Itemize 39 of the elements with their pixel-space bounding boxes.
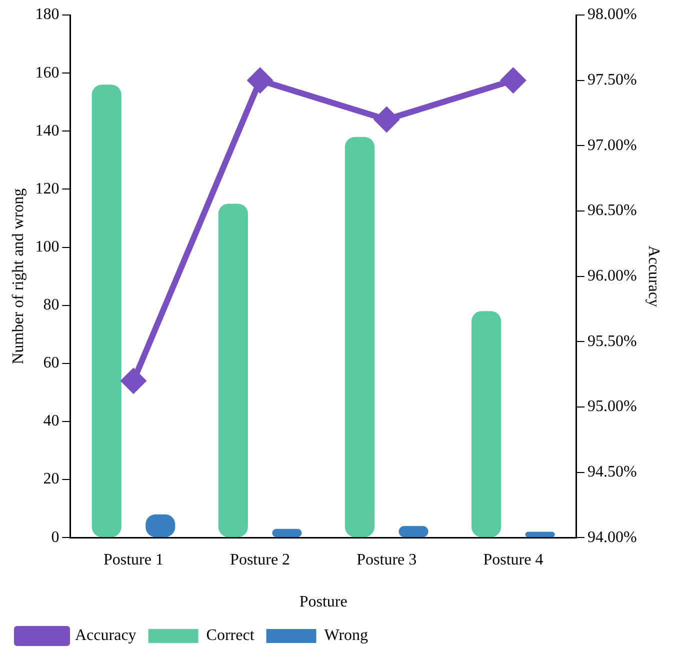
bar	[272, 528, 302, 538]
y2-tick-label: 94.00%	[587, 528, 637, 546]
y-tick-label: 140	[35, 122, 60, 140]
bar	[472, 311, 502, 538]
y-tick-label: 180	[35, 6, 60, 24]
x-axis-title: Posture	[299, 594, 348, 611]
y-tick-label: 0	[51, 528, 60, 546]
legend-label: Correct	[206, 627, 255, 644]
legend-label: Wrong	[324, 627, 368, 644]
point	[501, 68, 526, 92]
bar	[344, 136, 375, 538]
point	[374, 108, 399, 132]
point	[248, 68, 272, 92]
y2-tick-label: 94.50%	[587, 463, 637, 480]
y-tick-label: 120	[35, 180, 60, 198]
x-tick-label: Posture 1	[103, 551, 164, 568]
y2-axis-title: Accuracy	[645, 246, 662, 307]
y2-tick-label: 96.50%	[587, 202, 637, 220]
y2-tick-label: 95.00%	[587, 398, 637, 416]
y2-tick-label: 96.00%	[587, 268, 637, 285]
legend-label: Accuracy	[75, 627, 136, 644]
y-tick-label: 40	[43, 412, 60, 430]
x-tick-label: Posture 2	[230, 551, 290, 568]
y-tick-label: 20	[43, 470, 60, 488]
bar	[218, 204, 248, 538]
y2-tick-label: 98.00%	[587, 6, 637, 24]
point	[121, 368, 146, 393]
y-tick-label: 160	[35, 64, 60, 82]
x-tick-label: Posture 3	[356, 551, 417, 568]
bar	[525, 532, 555, 538]
y-tick-label: 60	[43, 354, 60, 372]
x-tick-label: Posture 4	[483, 551, 544, 568]
y2-tick-label: 95.50%	[587, 332, 637, 350]
y2-tick-label: 97.50%	[587, 72, 637, 89]
y-tick-label: 100	[35, 238, 60, 256]
y-axis-title: Number of right and wrong	[10, 188, 27, 364]
bar	[92, 84, 122, 538]
y-tick-label: 80	[43, 296, 60, 314]
y2-tick-label: 97.00%	[587, 136, 637, 154]
